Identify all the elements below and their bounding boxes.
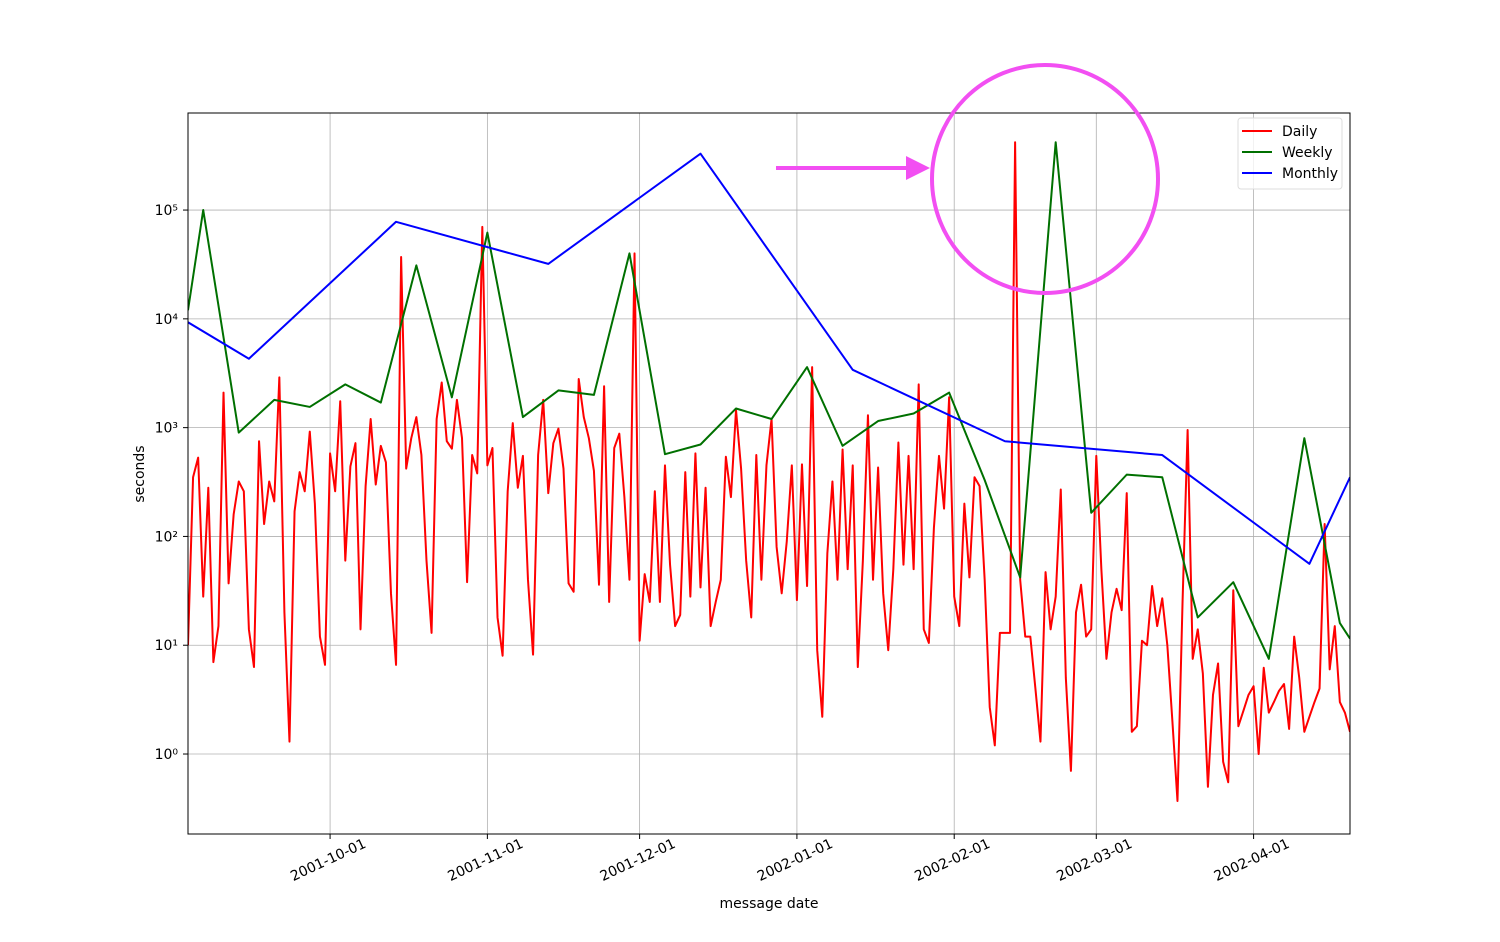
- legend: Daily Weekly Monthly: [1237, 117, 1343, 190]
- x-tick-label: 2002-03-01: [1054, 836, 1135, 885]
- arrow-head: [906, 156, 930, 180]
- legend-box: [1237, 117, 1343, 190]
- y-tick-label: 10⁰: [155, 747, 179, 763]
- x-tick-label: 2001-11-01: [445, 836, 526, 885]
- x-axis-label: message date: [720, 896, 819, 912]
- x-tick-label: 2001-12-01: [598, 836, 679, 885]
- y-tick-label: 10⁵: [155, 203, 178, 219]
- legend-label: Weekly: [1282, 145, 1333, 161]
- x-tick-label: 2002-02-01: [912, 836, 993, 885]
- legend-label: Daily: [1282, 124, 1317, 140]
- y-tick-label: 10³: [155, 421, 178, 437]
- y-tick-label: 10⁴: [155, 312, 179, 328]
- y-tick-label: 10²: [155, 529, 178, 545]
- series-line: [188, 152, 1350, 565]
- plot-lines: [188, 141, 1350, 802]
- series-line: [188, 141, 1350, 802]
- axes: 2001-10-01 2001-11-01 2001-12-01 2002-01-01…: [155, 203, 1293, 885]
- plot-frame: [187, 112, 1351, 835]
- x-tick-label: 2002-01-01: [755, 836, 836, 885]
- x-tick-label: 2001-10-01: [288, 836, 369, 885]
- x-tick-label: 2002-04-01: [1212, 836, 1293, 885]
- y-tick-label: 10¹: [155, 638, 178, 654]
- highlight-circle: [930, 63, 1160, 295]
- annotation: [776, 63, 1160, 295]
- grid: [188, 113, 1350, 834]
- y-axis-label: seconds: [132, 445, 148, 502]
- legend-label: Monthly: [1282, 166, 1338, 182]
- series-line: [188, 141, 1350, 660]
